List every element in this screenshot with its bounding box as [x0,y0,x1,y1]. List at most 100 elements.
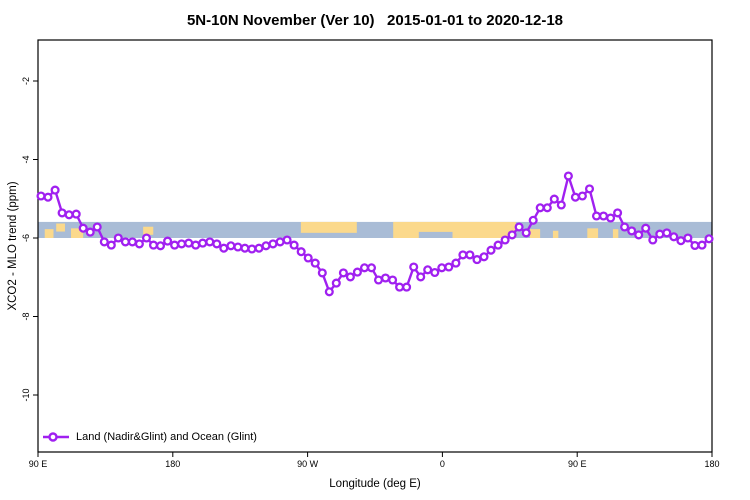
data-point-marker [662,228,672,238]
data-point-marker [99,237,109,247]
data-point-marker [198,238,208,248]
data-point-marker [655,229,665,239]
data-point-marker [704,234,714,244]
data-point-marker [563,171,573,181]
data-point-marker [177,239,187,249]
data-point-marker [641,223,651,233]
x-tick-label: 0 [440,459,445,469]
data-point-marker [226,241,236,251]
data-point-marker [366,263,377,273]
plot-box [37,39,713,453]
map-band-land [143,226,154,235]
data-point-marker [92,222,102,232]
x-tick-label: 180 [704,459,719,469]
data-point-marker [430,267,440,278]
data-point-marker [240,243,250,253]
data-point-marker [528,215,538,225]
y-axis-title: XCO2 - MLO trend (ppm) [7,181,19,311]
data-point-marker [423,265,433,275]
x-tick-label: 90 E [29,459,48,469]
data-point-marker [669,232,679,242]
x-tick-label: 90 W [297,459,319,469]
map-band-water-notch [418,231,453,238]
y-tick-label: -2 [21,77,31,85]
map-band-land [56,223,65,232]
data-point-marker [479,252,489,262]
data-point-marker [606,213,616,223]
data-point-marker [85,227,95,237]
data-point-marker [127,237,137,247]
data-point-marker [310,258,320,268]
data-point-marker [627,226,637,236]
data-point-marker [359,263,370,273]
map-band-ocean [38,221,712,238]
data-point-marker [345,272,355,282]
data-point-marker [148,240,159,250]
data-point-marker [683,233,693,243]
legend-line-marker-icon [43,432,69,442]
data-point-marker [261,241,271,251]
data-point-marker [395,282,405,292]
data-point-marker [233,242,243,252]
data-point-marker [289,240,299,250]
map-band-land [530,229,541,238]
data-point-marker [331,278,341,288]
data-point-marker [402,282,412,292]
data-point-marker [598,211,609,221]
data-point-marker [549,194,559,204]
data-point-marker [388,275,398,285]
data-point-marker [113,233,123,243]
data-point-marker [43,192,53,202]
data-point-marker [437,263,447,273]
data-point-marker [324,287,334,297]
data-point-marker [697,240,707,250]
y-tick-label: -6 [21,234,31,242]
x-tick-label: 180 [165,459,180,469]
y-tick-label: -8 [21,312,31,320]
data-point-marker [514,222,524,232]
map-band-land [612,229,619,238]
data-point-marker [191,240,201,250]
data-point-marker [486,245,496,255]
data-point-marker [254,243,264,253]
data-point-marker [170,240,180,250]
data-point-marker [584,184,595,194]
x-tick-label: 90 E [568,459,587,469]
data-point-marker [141,233,152,243]
data-point-marker [634,230,644,240]
data-point-marker [570,192,580,202]
data-point-marker [613,208,623,218]
data-point-marker [219,243,229,253]
data-point-marker [493,240,503,250]
data-point-marker [163,236,173,246]
data-point-marker [275,237,285,247]
data-point-marker [212,239,222,249]
data-point-marker [303,253,313,263]
data-point-marker [556,200,566,210]
legend-label: Land (Nadir&Glint) and Ocean (Glint) [76,431,257,443]
data-point-marker [282,235,292,245]
data-point-marker [648,235,658,245]
map-band-land [300,221,357,233]
data-point-marker [352,267,362,277]
data-point-marker [205,237,215,247]
data-point-marker [507,230,517,240]
data-point-marker [71,209,81,219]
legend: Land (Nadir&Glint) and Ocean (Glint) [42,430,257,444]
data-point-marker [338,268,348,278]
data-point-marker [247,244,257,254]
map-band-land [393,221,516,238]
data-point-marker [50,185,60,195]
data-point-marker [465,250,475,260]
data-point-marker [416,272,426,282]
x-axis-title: Longitude (deg E) [329,478,421,490]
data-point-marker [57,208,67,218]
map-band-land [44,229,54,238]
data-point-marker [690,240,700,251]
y-tick-label: -4 [21,155,31,163]
chart-title: 5N-10N November (Ver 10) 2015-01-01 to 2… [186,12,564,29]
data-point-marker [36,191,46,201]
data-point-marker [535,203,545,213]
